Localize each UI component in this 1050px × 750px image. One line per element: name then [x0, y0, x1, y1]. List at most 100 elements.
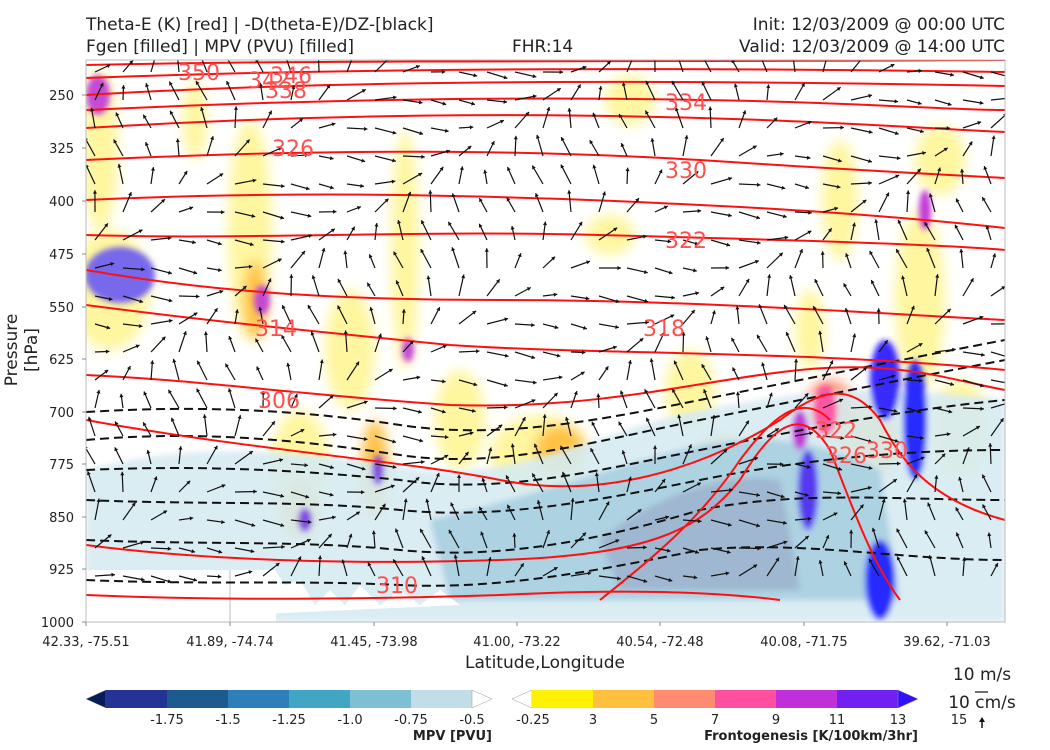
- wind-arrow-head: [368, 254, 373, 259]
- wind-arrow-head: [120, 471, 125, 476]
- wind-arrow-head: [121, 85, 126, 89]
- wind-arrow-head: [598, 86, 603, 90]
- wind-arrow-head: [979, 100, 984, 105]
- wind-arrow-head: [615, 299, 620, 304]
- wind-arrow-head: [774, 428, 779, 432]
- wind-arrow: [710, 211, 732, 217]
- wind-arrow-head: [348, 533, 353, 538]
- wind-arrow-head: [745, 420, 749, 425]
- wind-arrow-head: [138, 323, 143, 329]
- wind-arrow-head: [668, 578, 673, 582]
- wind-arrow: [819, 330, 824, 353]
- plot-frame: [85, 59, 1006, 623]
- wind-arrow-head: [403, 498, 408, 503]
- wind-arrow-head: [442, 101, 447, 106]
- wind-arrow-head: [982, 504, 987, 509]
- wind-arrow-head: [894, 438, 899, 443]
- wind-arrow-head: [193, 577, 197, 582]
- wind-arrow: [878, 127, 899, 135]
- wind-arrow: [94, 223, 109, 241]
- wind-arrow: [262, 519, 285, 527]
- wind-arrow-head: [329, 395, 334, 400]
- wind-arrow: [531, 165, 544, 185]
- wind-arrow-head: [919, 435, 924, 440]
- wind-arrow: [990, 71, 1005, 77]
- wind-arrow-head: [498, 424, 503, 429]
- wind-arrow: [962, 407, 984, 410]
- wind-arrow-head: [726, 549, 731, 554]
- wind-arrow: [654, 314, 675, 325]
- wind-arrow: [850, 127, 873, 134]
- theta-e-label: 330: [866, 439, 908, 464]
- wind-arrow-head: [761, 362, 766, 367]
- wind-arrow-head: [627, 476, 632, 481]
- wind-arrow-head: [419, 438, 424, 443]
- wind-arrow-head: [754, 259, 759, 264]
- wind-arrow: [766, 236, 789, 241]
- wind-arrow-head: [444, 128, 449, 133]
- wind-arrow-head: [327, 533, 332, 538]
- wind-arrow-head: [106, 64, 111, 69]
- wind-arrow-head: [435, 472, 440, 477]
- wind-arrow-head: [546, 107, 551, 111]
- theta-e-contour: [86, 304, 1005, 371]
- wind-arrow-head: [807, 120, 812, 125]
- x-tick-label: 41.45, -73.98: [330, 635, 417, 650]
- wind-arrow-head: [286, 362, 291, 367]
- wind-arrow: [896, 556, 908, 577]
- wind-arrow-head: [590, 448, 594, 453]
- wind-arrow: [822, 435, 845, 439]
- wind-arrow: [738, 183, 761, 186]
- wind-arrow-head: [979, 315, 984, 320]
- theta-e-contour: [86, 97, 1005, 111]
- wind-arrow-head: [871, 527, 876, 532]
- wind-arrow-head: [862, 367, 867, 372]
- wind-arrow-head: [829, 360, 834, 365]
- wind-arrow-head: [868, 129, 873, 134]
- wind-arrow-head: [725, 571, 730, 576]
- wind-arrow: [850, 155, 873, 163]
- wind-arrow-head: [617, 576, 621, 581]
- wind-arrow-head: [531, 322, 535, 328]
- wind-arrow-head: [728, 176, 732, 181]
- wind-arrow-head: [896, 528, 901, 533]
- valid-time: Valid: 12/03/2009 @ 14:00 UTC: [739, 37, 1005, 57]
- wind-arrow-head: [619, 390, 624, 395]
- wind-arrow: [150, 295, 173, 302]
- dthetae-dz-contour: [86, 339, 1005, 432]
- wind-arrow-head: [660, 332, 665, 337]
- wind-arrow-head: [784, 304, 788, 309]
- wind-arrow: [419, 528, 432, 549]
- fgen-colorbar-segment: [593, 690, 655, 708]
- wind-arrow-head: [546, 530, 551, 535]
- wind-arrow-head: [317, 555, 323, 560]
- wind-arrow-head: [153, 53, 157, 57]
- wind-arrow-head: [381, 503, 386, 508]
- wind-arrow-head: [213, 308, 218, 313]
- theta-e-label: 330: [665, 159, 707, 184]
- wind-arrow: [906, 168, 922, 185]
- fgen-colorbar-segment: [837, 690, 899, 708]
- wind-arrow: [486, 317, 509, 325]
- wind-arrow-head: [691, 309, 695, 314]
- wind-arrow: [896, 528, 908, 549]
- wind-arrow-head: [560, 164, 565, 169]
- wind-arrow-head: [881, 498, 886, 503]
- fgen-colorbar-extend-left: [511, 689, 533, 709]
- wind-arrow-head: [420, 220, 425, 225]
- wind-arrow: [486, 71, 508, 79]
- wind-arrow: [990, 114, 1005, 129]
- wind-arrow: [559, 445, 572, 465]
- mpv-colorbar-title: MPV [PVU]: [413, 729, 492, 744]
- wind-arrow-head: [813, 306, 817, 311]
- wind-arrow-head: [663, 205, 668, 210]
- wind-arrow-head: [251, 522, 256, 527]
- wind-arrow-head: [635, 198, 640, 203]
- wind-arrow-head: [248, 570, 253, 575]
- fgen-colorbar-label: 5: [650, 713, 658, 728]
- wind-arrow-head: [394, 528, 399, 533]
- wind-arrow-head: [167, 579, 172, 584]
- wind-arrow-head: [168, 389, 172, 394]
- wind-arrow-head: [280, 215, 285, 220]
- theta-e-label: 306: [258, 389, 300, 414]
